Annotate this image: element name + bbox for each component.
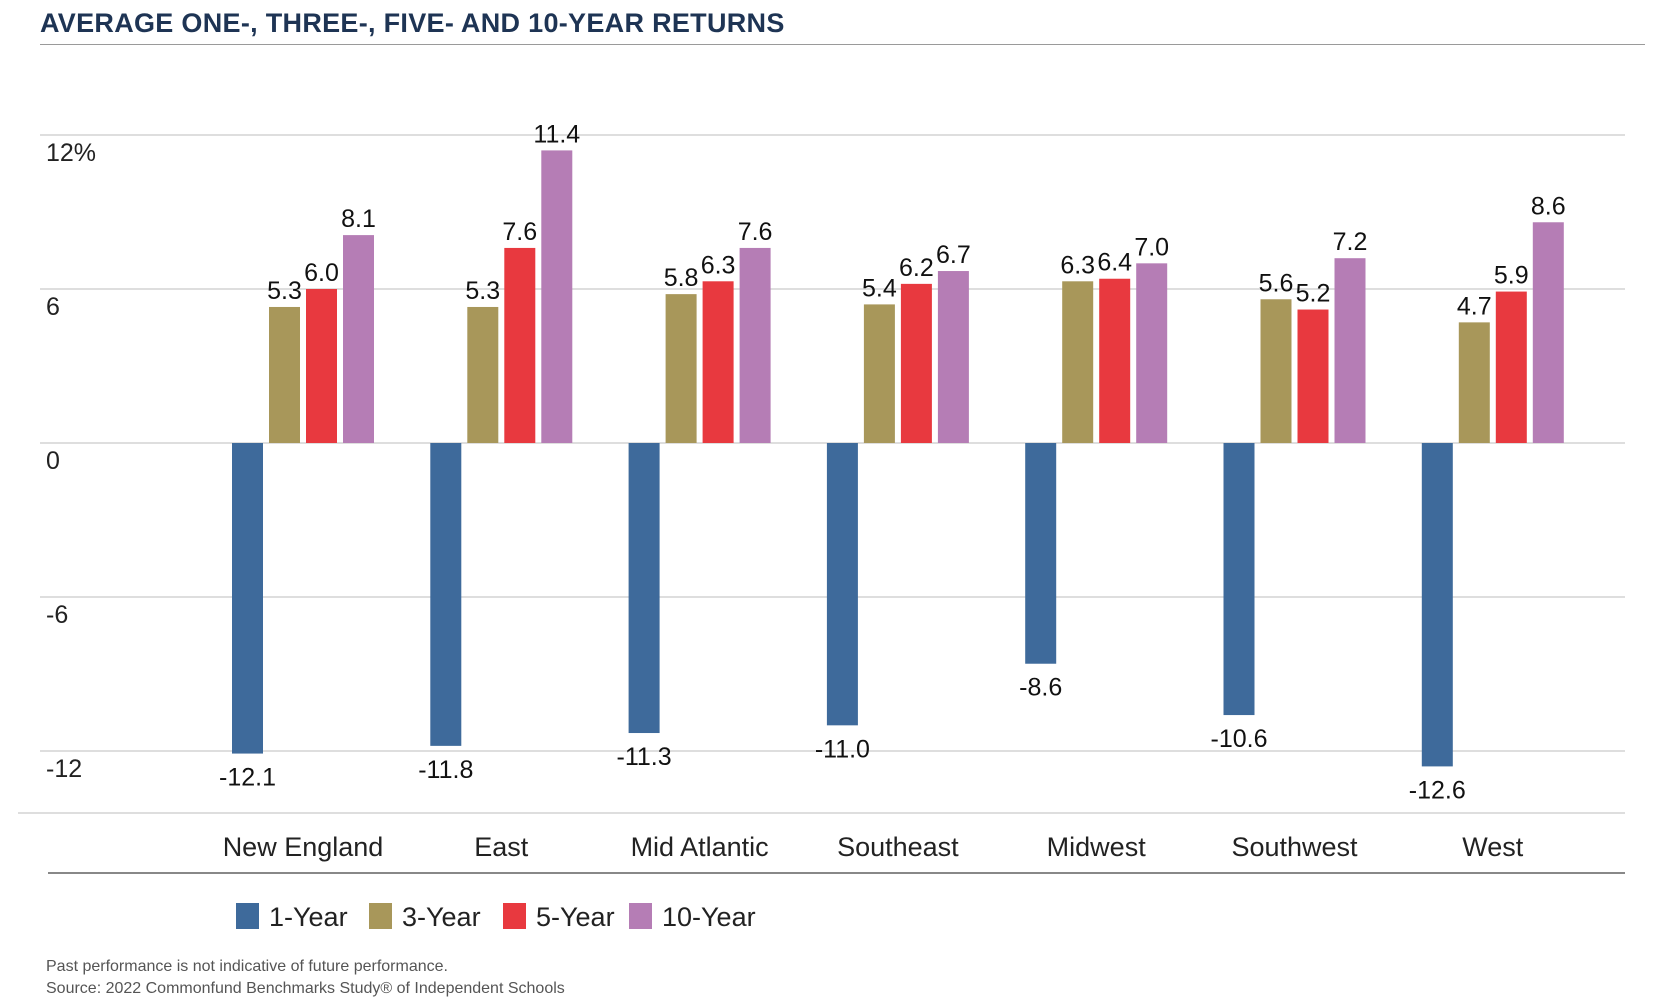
- footnote-source: Source: 2022 Commonfund Benchmarks Study…: [46, 980, 565, 997]
- data-label: 4.7: [1457, 292, 1492, 320]
- data-label: 11.4: [533, 120, 580, 148]
- y-tick-label: -6: [46, 601, 68, 629]
- data-label: 6.2: [899, 254, 934, 282]
- legend-label: 10-Year: [662, 902, 756, 932]
- data-label: 5.3: [465, 277, 500, 305]
- x-category-label: West: [1462, 832, 1524, 862]
- bar-3-year: [863, 304, 895, 443]
- data-label: 6.7: [936, 241, 971, 269]
- chart-title: AVERAGE ONE-, THREE-, FIVE- AND 10-YEAR …: [40, 8, 785, 38]
- data-label: 8.6: [1531, 192, 1566, 220]
- x-category-label: East: [474, 832, 529, 862]
- bar-1-year: [826, 443, 858, 726]
- bar-3-year: [269, 306, 300, 443]
- y-tick-label: 6: [46, 293, 60, 321]
- y-tick-label: 0: [46, 447, 60, 475]
- data-label: 5.6: [1259, 269, 1294, 297]
- data-label: -12.1: [219, 764, 276, 792]
- bar-1-year: [232, 443, 263, 754]
- y-tick-label: -12: [46, 755, 82, 783]
- data-label: -11.3: [617, 743, 672, 771]
- data-label: -12.6: [1409, 776, 1466, 804]
- data-label: -10.6: [1211, 725, 1268, 753]
- data-label: 7.6: [738, 218, 773, 246]
- data-label: 7.6: [502, 218, 537, 246]
- data-label: -11.0: [815, 735, 870, 763]
- bar-5-year: [1297, 309, 1329, 443]
- legend-swatch-5-year: [503, 903, 526, 929]
- y-tick-label: 12%: [46, 139, 96, 167]
- legend-swatch-10-year: [629, 903, 652, 929]
- data-label: 5.2: [1296, 280, 1331, 308]
- bar-10-year: [1136, 263, 1168, 443]
- bar-5-year: [702, 281, 734, 443]
- bar-3-year: [467, 306, 499, 443]
- x-category-label: Southeast: [837, 832, 959, 862]
- bar-1-year: [1421, 443, 1453, 767]
- data-label: 5.9: [1494, 262, 1529, 290]
- bar-5-year: [1099, 278, 1131, 443]
- bar-1-year: [628, 443, 660, 734]
- footnote-disclaimer: Past performance is not indicative of fu…: [46, 958, 448, 975]
- bar-1-year: [1025, 443, 1057, 664]
- data-label: -8.6: [1019, 674, 1062, 702]
- legend-swatch-3-year: [369, 903, 392, 929]
- title-divider: [40, 44, 1645, 45]
- bar-10-year: [541, 150, 573, 443]
- data-label: 6.0: [304, 259, 339, 287]
- bar-5-year: [306, 289, 337, 443]
- data-label: 8.1: [341, 205, 376, 233]
- bar-3-year: [1458, 322, 1490, 443]
- legend-label: 1-Year: [269, 902, 348, 932]
- bar-3-year: [665, 294, 697, 443]
- data-label: 7.2: [1333, 228, 1368, 256]
- data-label: 5.3: [267, 277, 302, 305]
- bar-5-year: [900, 283, 932, 443]
- bar-1-year: [430, 443, 462, 746]
- data-label: 7.0: [1134, 233, 1169, 261]
- bar-3-year: [1260, 299, 1292, 443]
- bar-10-year: [1532, 222, 1564, 443]
- x-category-label: New England: [223, 832, 384, 862]
- legend-label: 5-Year: [536, 902, 615, 932]
- data-label: -11.8: [418, 756, 473, 784]
- bar-10-year: [1334, 258, 1366, 443]
- bar-5-year: [504, 247, 536, 443]
- bar-10-year: [937, 271, 969, 443]
- data-label: 6.4: [1097, 249, 1132, 277]
- bar-5-year: [1495, 291, 1527, 443]
- legend-swatch-1-year: [236, 903, 259, 929]
- bar-10-year: [739, 247, 771, 443]
- bar-3-year: [1062, 281, 1094, 443]
- data-label: 6.3: [701, 251, 736, 279]
- x-category-label: Mid Atlantic: [631, 832, 769, 862]
- bar-1-year: [1223, 443, 1255, 716]
- data-label: 5.4: [862, 274, 897, 302]
- data-label: 5.8: [664, 264, 699, 292]
- bar-10-year: [343, 235, 374, 443]
- data-label: 6.3: [1060, 251, 1095, 279]
- x-category-label: Southwest: [1231, 832, 1358, 862]
- legend-label: 3-Year: [402, 902, 481, 932]
- x-category-label: Midwest: [1047, 832, 1147, 862]
